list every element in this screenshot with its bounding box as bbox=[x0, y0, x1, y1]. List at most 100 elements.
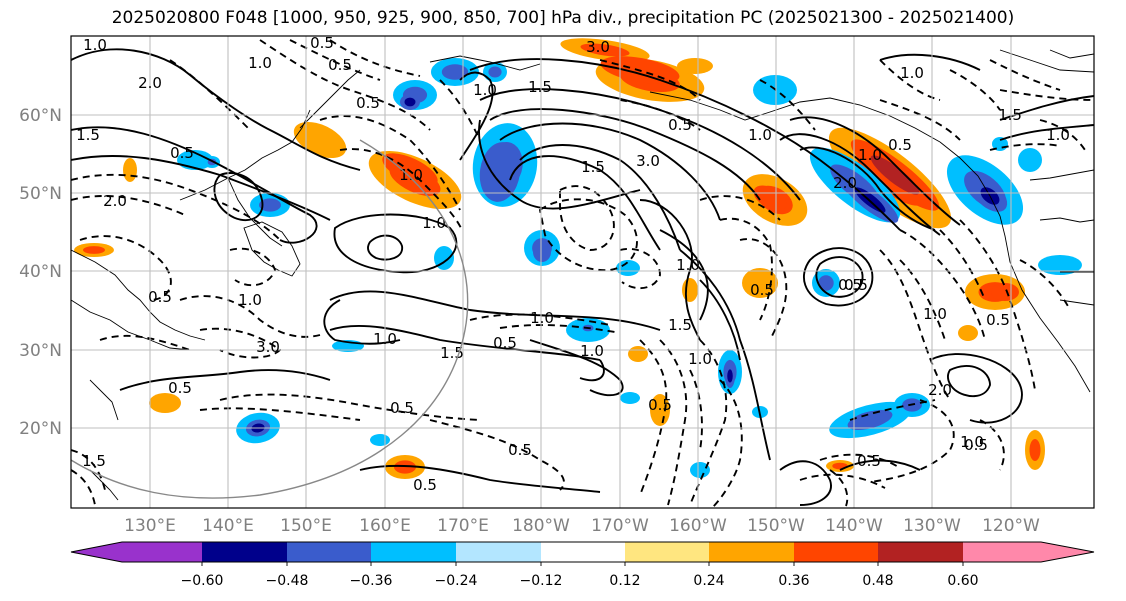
contour-label: 3.0 bbox=[586, 38, 610, 56]
contour-label: 1.0 bbox=[399, 166, 423, 184]
contour-label: 0.5 bbox=[310, 34, 334, 52]
contour-label: 1.5 bbox=[998, 106, 1022, 124]
contour-labels: 1.0 0.5 2.0 1.5 0.5 1.0 0.5 2.0 3.0 1.0 1.5 0.5 1.0 1… bbox=[76, 34, 1070, 494]
contour-label: 3.0 bbox=[636, 152, 660, 170]
lat-tick-label: 50°N bbox=[19, 184, 62, 204]
colorbar-bin bbox=[794, 542, 878, 562]
chart-title: 2025020800 F048 [1000, 950, 925, 900, 85… bbox=[111, 8, 1015, 28]
contour-label: 0.5 bbox=[356, 94, 380, 112]
colorbar-bin bbox=[878, 542, 963, 562]
contour-label: 1.0 bbox=[900, 64, 924, 82]
contour-label: 1.0 bbox=[83, 36, 107, 54]
colorbar-bin bbox=[963, 542, 1041, 562]
contour-label: 1.0 bbox=[473, 81, 497, 99]
colorbar-bin bbox=[202, 542, 287, 562]
precip-shade-patch bbox=[1018, 148, 1042, 172]
lat-tick-label: 30°N bbox=[19, 341, 62, 361]
precip-shade-patch bbox=[1038, 255, 1082, 275]
lon-tick-label: 140°E bbox=[202, 516, 254, 536]
map-body: 1.0 0.5 2.0 1.5 0.5 1.0 0.5 2.0 3.0 1.0 1.5 0.5 1.0 1… bbox=[71, 34, 1094, 508]
contour-label: 2.0 bbox=[103, 192, 127, 210]
contour-label: 1.0 bbox=[960, 433, 984, 451]
contour-label: 1.0 bbox=[748, 126, 772, 144]
precip-shade-core bbox=[488, 66, 502, 78]
contour-label: 2.0 bbox=[928, 381, 952, 399]
precip-shade-core bbox=[580, 43, 630, 57]
lat-tick-label: 20°N bbox=[19, 419, 62, 439]
contour-label: 1.0 bbox=[1046, 126, 1070, 144]
contour-label: 1.5 bbox=[82, 452, 106, 470]
precip-shade-patch bbox=[533, 242, 551, 262]
lat-tick-label: 40°N bbox=[19, 262, 62, 282]
contour-label: 1.5 bbox=[528, 78, 552, 96]
lon-tick-label: 170°E bbox=[437, 516, 489, 536]
precip-shade-patch bbox=[293, 121, 347, 159]
colorbar-tick-label: 0.36 bbox=[778, 573, 809, 589]
colorbar-bin bbox=[541, 542, 625, 562]
lon-tick-label: 180°W bbox=[512, 516, 570, 536]
contour-label: 1.0 bbox=[238, 291, 262, 309]
precip-shade-patch bbox=[753, 185, 787, 211]
contour-label: 1.0 bbox=[676, 256, 700, 274]
precip-shade-patch bbox=[958, 325, 978, 341]
colorbar-bin bbox=[371, 542, 456, 562]
precip-shade-core bbox=[727, 369, 733, 383]
lon-tick-label: 150°E bbox=[280, 516, 332, 536]
lon-tick-label: 130°E bbox=[124, 516, 176, 536]
contour-label: 1.0 bbox=[688, 350, 712, 368]
map-gridlines bbox=[71, 36, 1094, 508]
colorbar-extend-max bbox=[1041, 542, 1094, 562]
colorbar-extend-min bbox=[71, 542, 122, 562]
precip-shade-patch bbox=[149, 393, 181, 413]
precip-shade-patch bbox=[620, 392, 640, 404]
colorbar-bin bbox=[456, 542, 541, 562]
lon-tick-label: 160°W bbox=[669, 516, 727, 536]
precip-shade-patch bbox=[742, 268, 778, 298]
colorbar-tick-label: −0.24 bbox=[435, 573, 478, 589]
contour-label: 0.5 bbox=[390, 399, 414, 417]
contour-label: 0.5 bbox=[170, 144, 194, 162]
contour-label: 0.5 bbox=[888, 136, 912, 154]
colorbar: −0.60 −0.48 −0.36 −0.24 −0.12 0.12 0.24 0.36 0.4… bbox=[70, 541, 1095, 589]
contour-label: 1.0 bbox=[530, 309, 554, 327]
contour-label: 1.5 bbox=[668, 316, 692, 334]
contour-label: 1.0 bbox=[580, 342, 604, 360]
contour-label: 0.5 bbox=[986, 311, 1010, 329]
colorbar-tick-label: −0.60 bbox=[181, 573, 224, 589]
lon-tick-label: 170°W bbox=[591, 516, 649, 536]
divergence-contours-negative bbox=[71, 39, 1094, 508]
contour-label: 2.0 bbox=[833, 174, 857, 192]
colorbar-tick-label: 0.24 bbox=[693, 573, 724, 589]
contour-label: 1.0 bbox=[373, 330, 397, 348]
lat-tick-label: 60°N bbox=[19, 106, 62, 126]
contour-label: 0.5 bbox=[328, 56, 352, 74]
colorbar-tick-label: 0.48 bbox=[862, 573, 893, 589]
divergence-contours-positive bbox=[71, 48, 1094, 506]
colorbar-tick-label: 0.60 bbox=[947, 573, 978, 589]
lon-tick-label: 150°W bbox=[747, 516, 805, 536]
contour-label: 3.0 bbox=[256, 338, 280, 356]
colorbar-bin bbox=[625, 542, 709, 562]
precip-shade-patch bbox=[690, 462, 710, 478]
contour-label: 1.0 bbox=[422, 214, 446, 232]
precip-shade-patch bbox=[123, 158, 137, 182]
contour-label: 0.5 bbox=[844, 276, 868, 294]
precip-shade-core bbox=[83, 246, 105, 254]
contour-label: 1.5 bbox=[76, 126, 100, 144]
contour-label: 0.5 bbox=[148, 288, 172, 306]
coastlines bbox=[71, 49, 1094, 501]
lon-tick-label: 130°W bbox=[903, 516, 961, 536]
precip-shade-core bbox=[818, 275, 834, 291]
colorbar-outline bbox=[70, 541, 1095, 563]
map-frame bbox=[70, 35, 1095, 509]
precip-shade-patch bbox=[848, 410, 888, 430]
precip-shade-patch bbox=[677, 58, 713, 74]
colorbar-bin bbox=[287, 542, 371, 562]
precip-shade-patch bbox=[616, 260, 640, 276]
contour-label: 0.5 bbox=[857, 452, 881, 470]
precip-shade-core bbox=[870, 155, 920, 195]
reference-circle-arc bbox=[71, 139, 469, 499]
contour-label: 0.5 bbox=[648, 396, 672, 414]
precipitation-shading bbox=[74, 38, 1082, 479]
precip-shade-core bbox=[1029, 439, 1041, 461]
